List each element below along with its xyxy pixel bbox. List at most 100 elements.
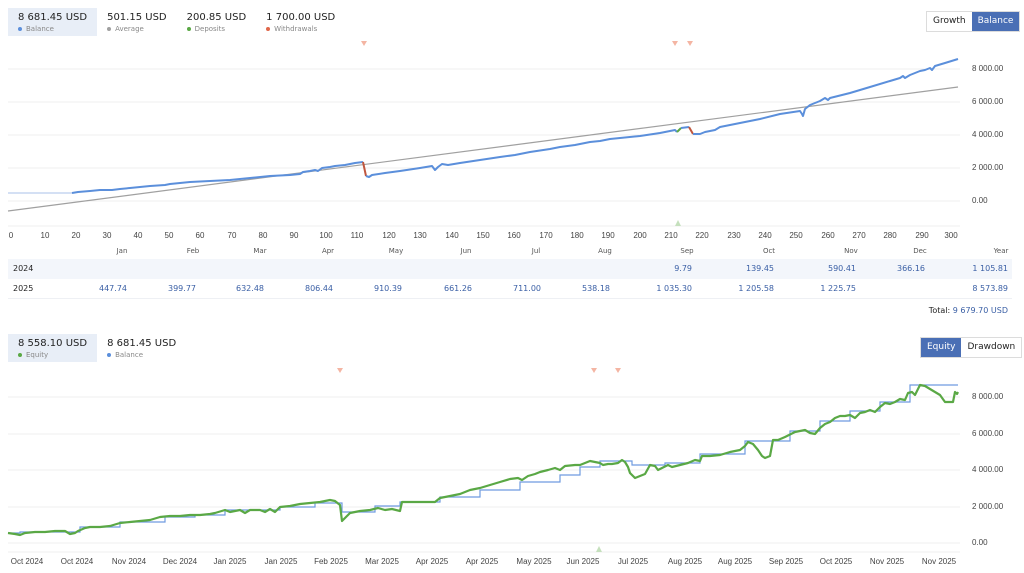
balance-chart [7, 41, 960, 227]
x-tick: 230 [727, 231, 741, 240]
x-tick: Oct 2024 [60, 557, 94, 566]
x-tick: Aug 2025 [717, 557, 753, 566]
x-tick: 140 [445, 231, 459, 240]
legend-withdrawals[interactable]: 1 700.00 USD Withdrawals [256, 8, 345, 36]
x-tick: 40 [133, 231, 143, 240]
average-label: Average [115, 25, 144, 33]
x-tick: 160 [507, 231, 521, 240]
row-year: 2024 [13, 264, 34, 273]
balance-value: 8 681.45 USD [18, 12, 88, 23]
x-tick: 290 [915, 231, 929, 240]
deposits-dot-icon [186, 27, 191, 31]
x-tick: 50 [164, 231, 174, 240]
balance-line [71, 161, 364, 194]
cell-value: 1 205.58 [738, 284, 774, 293]
x-tick: Jul 2025 [617, 557, 649, 566]
y-tick: 6 000.00 [972, 97, 1004, 106]
x-tick: 60 [195, 231, 205, 240]
legend-deposits[interactable]: 200.85 USD Deposits [177, 8, 257, 36]
cell-value: 910.39 [374, 284, 402, 293]
equity-button[interactable]: Equity [921, 338, 962, 357]
y-tick: 0.00 [972, 196, 988, 205]
y-tick: 4 000.00 [972, 130, 1004, 139]
x-tick: 120 [382, 231, 396, 240]
equity-dot-icon [18, 353, 22, 357]
equity-value: 8 558.10 USD [18, 338, 88, 349]
cell-value: 9.79 [674, 264, 692, 273]
x-tick: Jan 2025 [264, 557, 298, 566]
withdrawal-marker-icon [337, 368, 343, 373]
x-tick: Apr 2025 [415, 557, 449, 566]
legend-average[interactable]: 501.15 USD Average [97, 8, 177, 36]
legend-balance-bottom[interactable]: 8 681.45 USD Balance [97, 334, 186, 362]
x-tick: 30 [102, 231, 112, 240]
cell-value: 711.00 [513, 284, 541, 293]
deposits-value: 200.85 USD [186, 12, 247, 23]
cell-value: 1 105.81 [972, 264, 1008, 273]
balance-dot-icon [107, 353, 112, 357]
column-header: Sep [680, 247, 694, 255]
legend-balance[interactable]: 8 681.45 USD Balance [8, 8, 98, 36]
x-tick: 70 [227, 231, 237, 240]
x-tick: 110 [350, 231, 364, 240]
x-tick: Apr 2025 [465, 557, 499, 566]
withdrawals-label: Withdrawals [274, 25, 318, 33]
x-tick: Nov 2025 [869, 557, 905, 566]
balance-label-bottom: Balance [115, 351, 143, 359]
x-tick: 180 [570, 231, 584, 240]
column-header: Jun [460, 247, 472, 255]
x-tick: 260 [821, 231, 835, 240]
cell-value: 632.48 [236, 284, 264, 293]
x-tick: Jun 2025 [566, 557, 600, 566]
cell-value: 366.16 [897, 264, 925, 273]
column-header: Year [993, 247, 1009, 255]
x-tick: 150 [476, 231, 490, 240]
y-tick: 8 000.00 [972, 64, 1004, 73]
balance-legend: 8 681.45 USD Balance 501.15 USD Average … [8, 8, 345, 36]
drawdown-button[interactable]: Drawdown [961, 338, 1022, 357]
x-tick: 170 [539, 231, 553, 240]
balance-label: Balance [26, 25, 54, 33]
x-tick: Mar 2025 [365, 557, 399, 566]
total-label: Total: [928, 306, 951, 315]
balance-line-bottom [8, 384, 958, 534]
cell-value: 1 225.75 [820, 284, 856, 293]
withdrawal-marker-icon [591, 368, 597, 373]
x-tick: 270 [852, 231, 866, 240]
cell-value: 8 573.89 [972, 284, 1008, 293]
withdrawal-markers [337, 368, 621, 373]
equity-legend: 8 558.10 USD Equity 8 681.45 USD Balance [8, 334, 186, 362]
table-row: 2024 9.79 139.45 590.41 366.16 1 105.81 [8, 259, 1012, 279]
column-header: Jul [531, 247, 541, 255]
equity-line [7, 383, 959, 537]
column-header: Apr [321, 247, 335, 255]
growth-button[interactable]: Growth [927, 12, 972, 31]
cell-value: 399.77 [168, 284, 196, 293]
legend-equity[interactable]: 8 558.10 USD Equity [8, 334, 98, 362]
grid-lines [8, 68, 960, 227]
x-tick: 90 [289, 231, 299, 240]
x-tick: Jan 2025 [213, 557, 247, 566]
x-tick: 250 [789, 231, 803, 240]
cell-value: 1 035.30 [656, 284, 692, 293]
average-line [7, 86, 959, 212]
y-tick: 6 000.00 [972, 429, 1004, 438]
average-dot-icon [107, 27, 112, 31]
x-tick: 20 [71, 231, 81, 240]
deposits-label: Deposits [194, 25, 226, 33]
withdrawal-marker-icon [672, 41, 678, 46]
y-tick: 0.00 [972, 538, 988, 547]
y-tick: 8 000.00 [972, 392, 1004, 401]
x-tick: Feb 2025 [314, 557, 348, 566]
cell-value: 590.41 [828, 264, 856, 273]
balance-button[interactable]: Balance [971, 12, 1020, 31]
y-tick: 2 000.00 [972, 163, 1004, 172]
x-tick: 220 [695, 231, 709, 240]
x-tick: Oct 2025 [819, 557, 853, 566]
withdrawal-markers [361, 41, 693, 46]
balance-dot-icon [18, 27, 22, 31]
column-header: Nov [844, 247, 858, 255]
cell-value: 661.26 [444, 284, 472, 293]
x-tick: 190 [601, 231, 615, 240]
x-tick: 80 [258, 231, 268, 240]
